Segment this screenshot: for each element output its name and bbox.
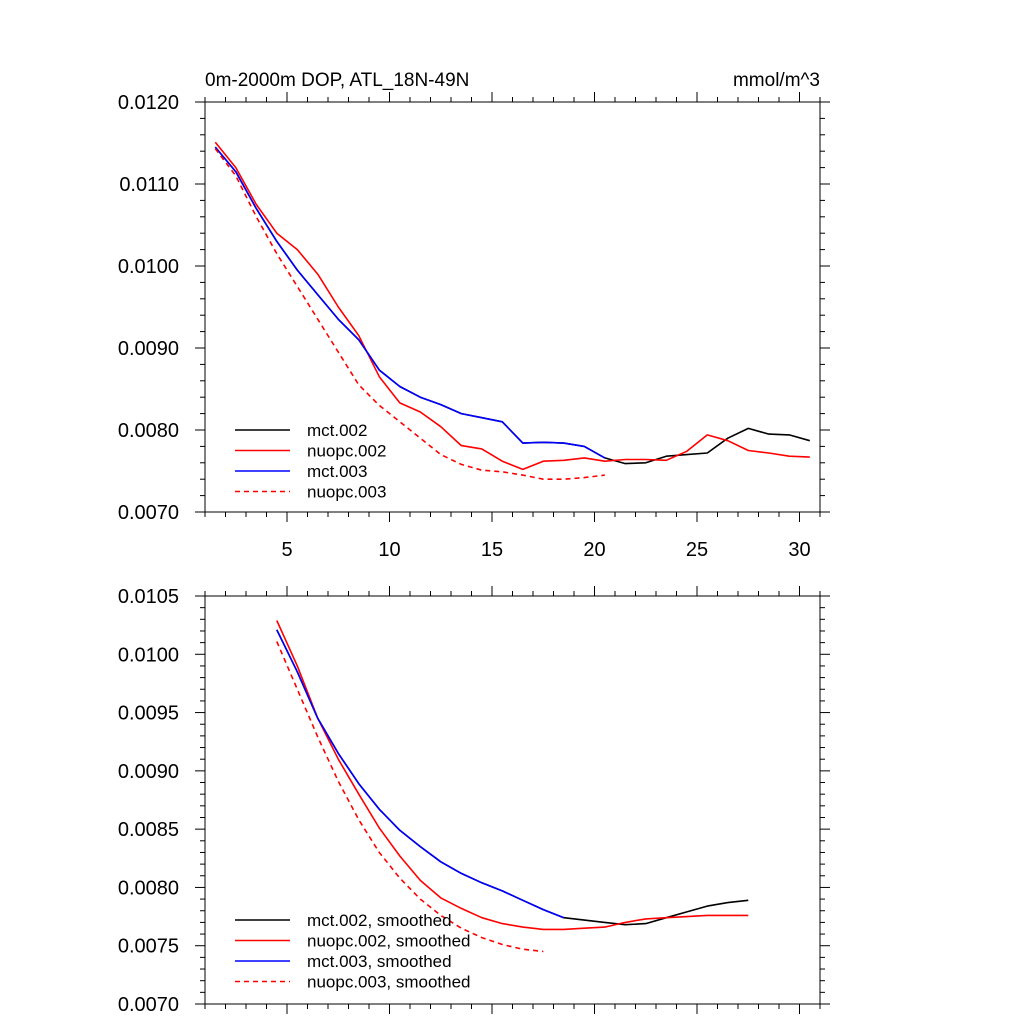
y-tick-label: 0.0100: [118, 256, 179, 278]
series-line: [276, 629, 565, 919]
series-line: [276, 641, 544, 953]
legend-label: mct.002, smoothed: [307, 911, 452, 930]
x-tick-label: 25: [686, 539, 708, 561]
y-tick-label: 0.0085: [118, 819, 179, 841]
y-tick-label: 0.0090: [118, 761, 179, 783]
series-line: [276, 620, 749, 931]
x-tick-label: 5: [281, 539, 292, 561]
legend-label: mct.003: [307, 462, 367, 481]
bottom-panel-legend: mct.002, smoothed nuopc.002, smoothedmct.…: [235, 911, 471, 992]
bottom-panel-marks: 0.0070 0.0075 0.0080 0.0085 0.0090 0.0095 0.01…: [118, 586, 830, 1016]
chart-title: 0m-2000m DOP, ATL_18N-49N: [205, 70, 469, 91]
legend-label: nuopc.002, smoothed: [307, 932, 471, 951]
x-tick-label: 20: [583, 539, 605, 561]
top-panel: 0m-2000m DOP, ATL_18N-49N mmol/m^3 5 10 15…: [118, 70, 830, 561]
y-tick-label: 0.0080: [118, 877, 179, 899]
x-tick-label: 10: [378, 539, 400, 561]
y-tick-label: 0.0100: [118, 644, 179, 666]
y-tick-label: 0.0075: [118, 936, 179, 958]
legend-label: mct.002: [307, 421, 367, 440]
top-panel-marks: 5 10 15 20 25 30 0.0070 0.0080 0.0090 0.0100 0.011…: [118, 92, 830, 561]
legend-label: nuopc.003: [307, 483, 386, 502]
y-tick-label: 0.0070: [118, 502, 179, 524]
y-tick-label: 0.0110: [119, 174, 179, 196]
y-tick-label: 0.0105: [118, 586, 179, 608]
legend-label: nuopc.003, smoothed: [307, 973, 471, 992]
bottom-panel: 0.0070 0.0075 0.0080 0.0085 0.0090 0.0095 0.01…: [118, 586, 830, 1016]
y-tick-label: 0.0095: [118, 703, 179, 725]
units-label: mmol/m^3: [733, 70, 820, 91]
series-line: [214, 146, 606, 459]
legend-label: mct.003, smoothed: [307, 952, 452, 971]
x-tick-label: 30: [788, 539, 810, 561]
series-line: [214, 141, 810, 471]
y-tick-label: 0.0120: [118, 92, 179, 114]
y-tick-label: 0.0080: [118, 420, 179, 442]
legend-label: nuopc.002: [307, 442, 386, 461]
y-tick-label: 0.0090: [118, 338, 179, 360]
y-tick-label: 0.0070: [118, 994, 179, 1016]
x-tick-label: 15: [481, 539, 503, 561]
series-line: [214, 148, 605, 481]
